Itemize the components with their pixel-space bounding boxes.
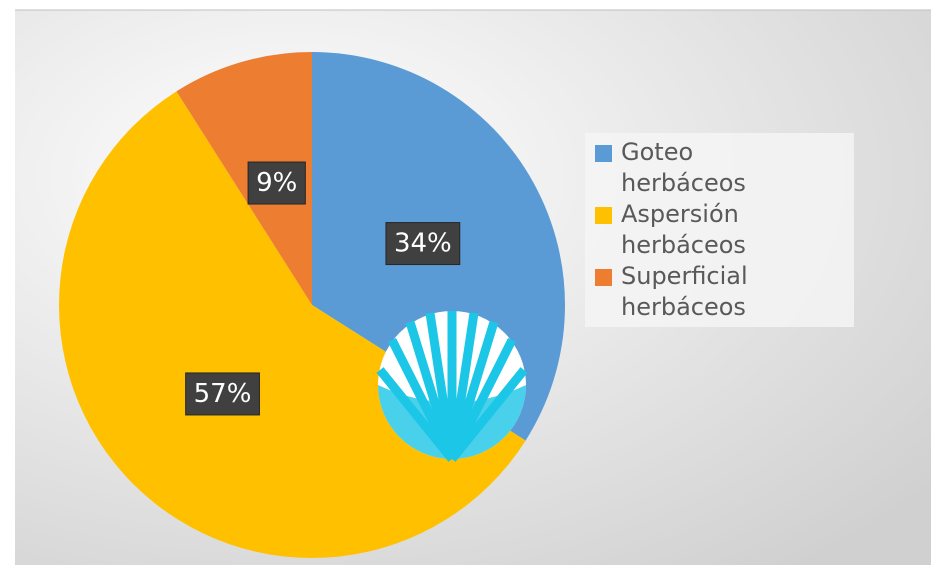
legend: Goteo herbáceos Aspersión herbáceos Superf… <box>585 133 854 327</box>
data-label-box <box>185 372 260 416</box>
pie-slice <box>176 52 312 305</box>
data-label-box <box>247 161 306 205</box>
legend-item: Goteo herbáceos <box>591 137 821 199</box>
watermark <box>376 311 528 462</box>
data-label: 57% <box>194 379 252 409</box>
data-label-box <box>385 222 461 266</box>
legend-swatch <box>595 269 612 286</box>
data-label: 34% <box>394 229 452 259</box>
legend-label: Superficial herbáceos <box>621 262 748 321</box>
legend-swatch <box>595 145 612 162</box>
legend-item: Aspersión herbáceos <box>591 199 821 261</box>
legend-swatch <box>595 207 612 224</box>
legend-item: Superficial herbáceos <box>591 261 821 323</box>
data-label: 9% <box>256 168 297 198</box>
legend-label: Aspersión herbáceos <box>621 200 746 259</box>
pie <box>59 52 565 558</box>
data-labels: 34% 57% 9% <box>185 161 461 416</box>
legend-label: Goteo herbáceos <box>621 138 746 197</box>
